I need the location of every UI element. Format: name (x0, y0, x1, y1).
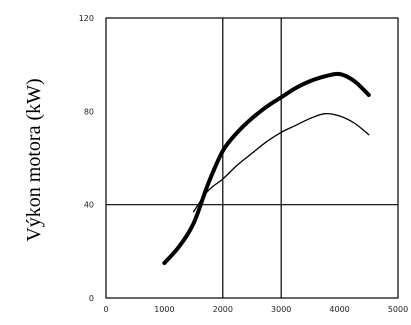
x-tick-label: 4000 (329, 305, 349, 314)
series-line-thin (192, 112, 370, 213)
x-tick-label: 3000 (271, 305, 291, 314)
y-tick-label: 40 (84, 201, 94, 210)
y-tick-label: 80 (84, 107, 94, 116)
series-line-thick (162, 71, 371, 265)
x-tick-label: 5000 (388, 305, 408, 314)
x-tick-label: 0 (103, 305, 108, 314)
x-tick-label: 1000 (154, 305, 174, 314)
plot-frame (105, 17, 399, 299)
x-tick-label: 2000 (213, 305, 233, 314)
y-axis-label: Výkon motora (kW) (23, 78, 45, 241)
y-tick-label: 120 (79, 14, 94, 23)
y-tick-label: 0 (89, 294, 94, 303)
